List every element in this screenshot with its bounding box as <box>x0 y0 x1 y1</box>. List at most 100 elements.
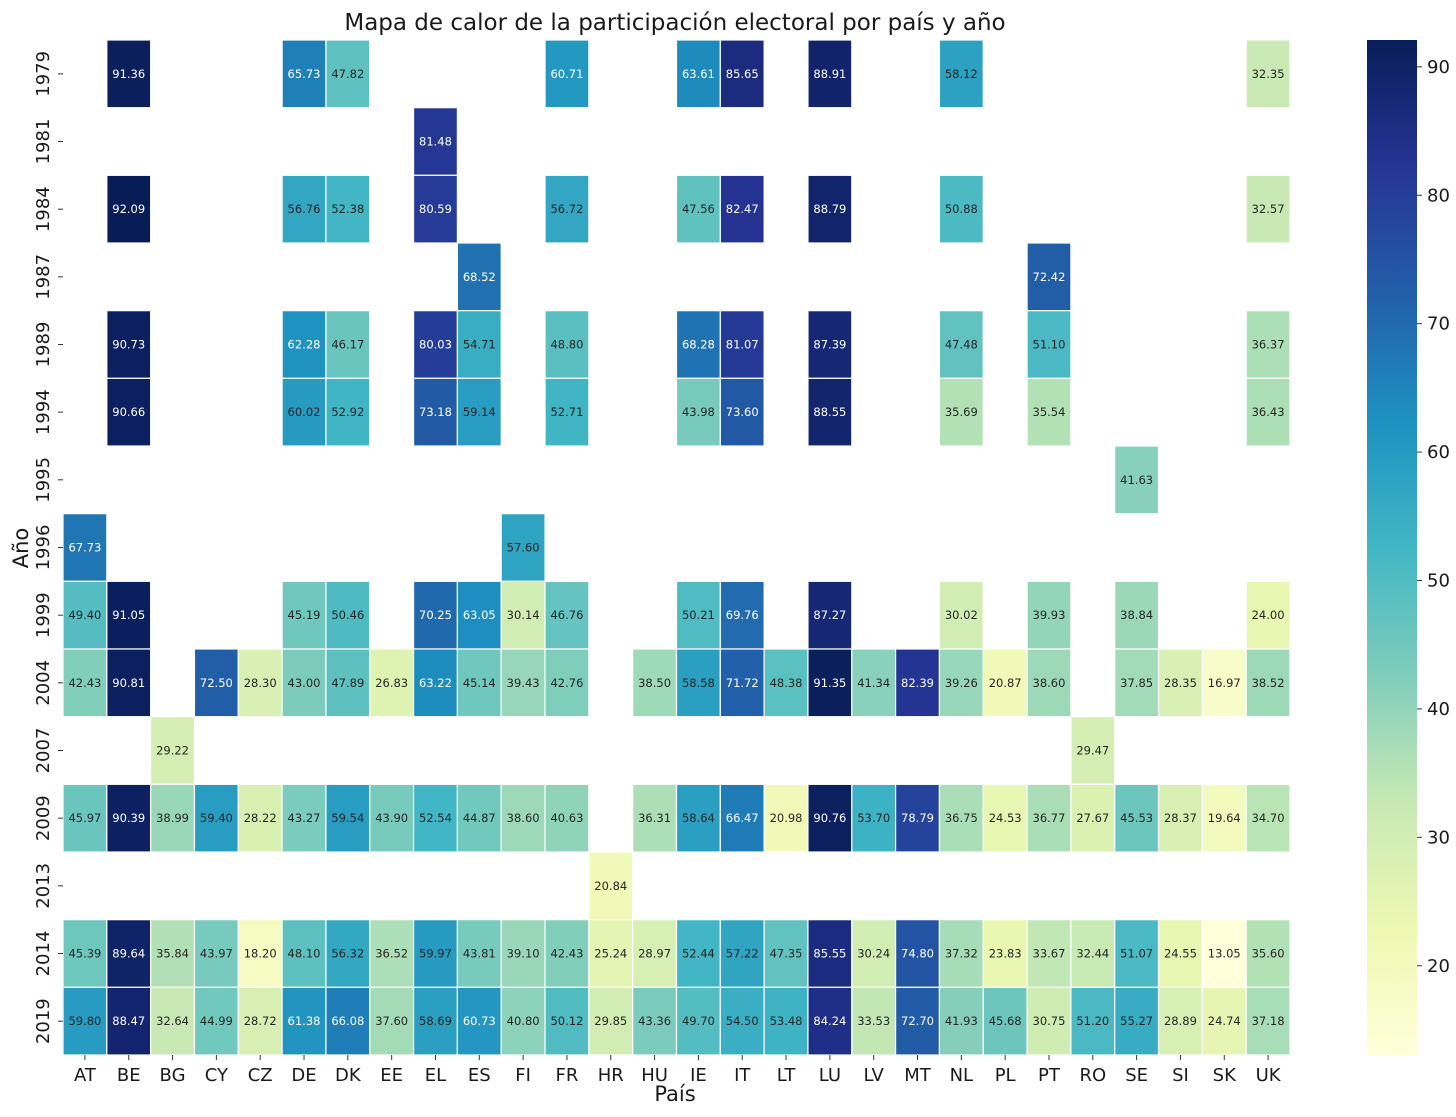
cell-value-label: 54.50 <box>726 1014 759 1028</box>
cell-value-label: 59.80 <box>68 1014 101 1028</box>
x-tick-label: UK <box>1256 1065 1282 1086</box>
cell-value-label: 49.40 <box>68 608 101 622</box>
cell-value-label: 32.64 <box>156 1014 189 1028</box>
heatmap-cell <box>106 919 152 988</box>
cell-value-label: 62.28 <box>288 338 321 352</box>
colorbar-tick-label: 70 <box>1427 314 1450 335</box>
heatmap-cell <box>106 783 152 853</box>
heatmap-cell <box>281 648 327 718</box>
heatmap-cell <box>1201 648 1247 718</box>
x-tick-label: BE <box>117 1065 141 1086</box>
y-tick-label: 2014 <box>33 931 54 977</box>
cell-value-label: 45.53 <box>1120 811 1153 825</box>
heatmap-cell <box>281 783 327 853</box>
cell-value-label: 72.42 <box>1033 270 1066 284</box>
cell-value-label: 87.27 <box>813 608 846 622</box>
cell-value-label: 39.10 <box>507 947 540 961</box>
y-tick-label: 1984 <box>33 186 54 232</box>
x-tick-label: LV <box>864 1065 885 1086</box>
cell-value-label: 57.22 <box>726 947 759 961</box>
heatmap-cell <box>719 580 765 650</box>
x-axis: AT BE BG CY CZ DE DK EE EL ES FI FR HR HU IE IT LT LU LV MT… <box>74 1055 1282 1086</box>
x-tick-label: SK <box>1213 1065 1237 1086</box>
cell-value-label: 52.54 <box>419 811 452 825</box>
heatmap-cell <box>675 310 721 379</box>
cell-value-label: 54.71 <box>463 338 496 352</box>
heatmap-cell <box>281 174 327 244</box>
heatmap-cell <box>412 377 458 447</box>
heatmap-cell <box>938 377 984 447</box>
heatmap-cell <box>632 986 678 1056</box>
heatmap-cell <box>982 648 1028 718</box>
heatmap-cell <box>1114 445 1160 515</box>
cell-value-label: 18.20 <box>244 947 277 961</box>
heatmap-cell <box>325 39 371 109</box>
heatmap-cell <box>807 377 853 447</box>
x-tick-label: FR <box>556 1065 579 1086</box>
y-tick-label: 1995 <box>33 457 54 503</box>
x-tick-label: IT <box>734 1065 751 1086</box>
cell-value-label: 43.81 <box>463 947 496 961</box>
heatmap-cell <box>675 39 721 109</box>
cell-value-label: 37.85 <box>1120 676 1153 690</box>
heatmap-cell <box>1245 648 1291 718</box>
heatmap-cell <box>281 39 327 109</box>
heatmap-cell <box>456 242 502 312</box>
heatmap-cell <box>588 919 634 988</box>
cell-value-label: 90.39 <box>112 811 145 825</box>
heatmap-cell <box>719 919 765 988</box>
cell-value-label: 59.97 <box>419 947 452 961</box>
cell-value-label: 28.30 <box>244 676 277 690</box>
cell-value-label: 33.67 <box>1033 947 1066 961</box>
cell-value-label: 48.10 <box>288 947 321 961</box>
heatmap-cell <box>369 986 415 1056</box>
cell-value-label: 84.24 <box>813 1014 846 1028</box>
heatmap-cell <box>456 648 502 718</box>
cell-value-label: 59.14 <box>463 405 496 419</box>
cell-value-label: 16.97 <box>1208 676 1241 690</box>
heatmap-cell <box>719 39 765 109</box>
heatmap-cell <box>675 174 721 244</box>
heatmap-cell <box>544 174 590 244</box>
cell-value-label: 73.60 <box>726 405 759 419</box>
heatmap-cell <box>544 310 590 379</box>
y-tick-label: 1996 <box>33 525 54 571</box>
cell-value-label: 58.12 <box>945 67 978 81</box>
cell-value-label: 38.99 <box>156 811 189 825</box>
cell-value-label: 27.67 <box>1076 811 1109 825</box>
cell-value-label: 46.17 <box>331 338 364 352</box>
heatmap-cell <box>719 310 765 379</box>
cell-value-label: 44.99 <box>200 1014 233 1028</box>
x-tick-label: FI <box>515 1065 531 1086</box>
cell-value-label: 41.34 <box>857 676 890 690</box>
x-tick-label: CY <box>205 1065 229 1086</box>
heatmap-cell <box>1245 986 1291 1056</box>
cell-value-label: 50.88 <box>945 202 978 216</box>
heatmap-cell <box>588 851 634 921</box>
cell-value-label: 35.54 <box>1033 405 1066 419</box>
cell-value-label: 30.14 <box>507 608 540 622</box>
heatmap-cell <box>1114 648 1160 718</box>
cell-value-label: 87.39 <box>813 338 846 352</box>
cell-value-label: 26.83 <box>375 676 408 690</box>
cell-value-label: 50.12 <box>550 1014 583 1028</box>
cell-value-label: 24.55 <box>1164 947 1197 961</box>
cell-value-label: 38.52 <box>1252 676 1285 690</box>
cell-value-label: 35.84 <box>156 947 189 961</box>
cell-value-label: 43.90 <box>375 811 408 825</box>
cell-value-label: 50.21 <box>682 608 715 622</box>
cell-value-label: 90.66 <box>112 405 145 419</box>
cell-value-label: 56.76 <box>288 202 321 216</box>
heatmap-cell <box>938 39 984 109</box>
cell-value-label: 51.07 <box>1120 947 1153 961</box>
heatmap-cell <box>500 783 546 853</box>
cell-value-label: 59.40 <box>200 811 233 825</box>
heatmap-cell <box>544 783 590 853</box>
cell-value-label: 20.84 <box>594 879 627 893</box>
cell-value-label: 66.47 <box>726 811 759 825</box>
heatmap-cell <box>938 174 984 244</box>
cell-value-label: 50.46 <box>331 608 364 622</box>
heatmap-cell <box>1245 377 1291 447</box>
heatmap-cell <box>1026 783 1072 853</box>
heatmap-cell <box>807 174 853 244</box>
